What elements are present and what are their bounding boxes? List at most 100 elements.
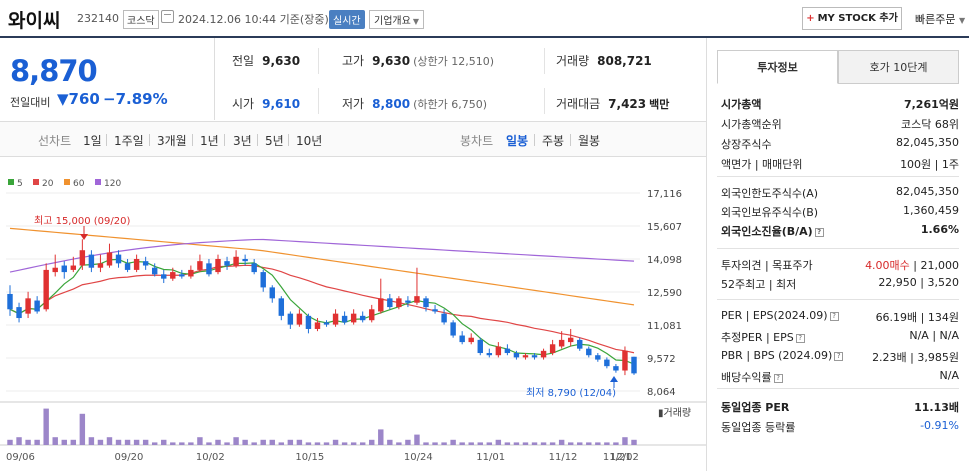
info-row: PBR | BPS (2024.09)? 2.23배 | 3,985원 <box>721 349 959 364</box>
volume-bar <box>7 439 13 445</box>
help-icon[interactable]: ? <box>829 311 839 321</box>
candle-body <box>233 256 239 266</box>
stat-value: 9,630 <box>262 54 301 68</box>
header: 와이씨 232140 코스닥 2024.12.06 10:44 기준(장중) 실… <box>0 0 969 36</box>
low-label: 최저 8,790 (12/04) <box>526 387 616 399</box>
volume-label: ▮거래량 <box>658 407 691 419</box>
candle-body <box>468 337 474 343</box>
volume-bar <box>477 442 483 445</box>
volume-bar <box>441 442 447 445</box>
tab-daily[interactable]: 일봉 <box>506 134 529 148</box>
candle-body <box>97 263 104 268</box>
info-value: 82,045,350 <box>896 185 959 198</box>
candle-body <box>631 356 637 374</box>
down-arrow-icon: ▼ <box>57 90 69 108</box>
tab-period[interactable]: 10년 <box>296 134 323 148</box>
candle-body <box>296 313 303 325</box>
volume-bar <box>423 442 429 445</box>
candle-body <box>16 307 22 319</box>
opinion-value: 4.00매수 <box>865 259 910 272</box>
stat-value: 9,610 <box>262 97 301 111</box>
stat-value: 9,630 <box>372 54 411 68</box>
stat-value: 8,800 <box>372 97 411 111</box>
tab-period[interactable]: 1일 <box>83 134 102 148</box>
add-my-stock-button[interactable]: + MY STOCK 추가 <box>802 7 902 30</box>
candle-body <box>595 355 601 360</box>
legend-swatch <box>64 179 70 185</box>
candle-body <box>341 315 348 323</box>
tab-monthly[interactable]: 월봉 <box>578 134 601 148</box>
current-price: 8,870 <box>10 54 98 88</box>
help-icon[interactable]: ? <box>773 373 783 383</box>
info-row: 상장주식수 82,045,350 <box>721 136 959 152</box>
candle-body <box>558 339 565 347</box>
tab-weekly[interactable]: 주봉 <box>542 134 565 148</box>
tab-order-book[interactable]: 호가 10단계 <box>838 50 959 84</box>
volume-bar <box>341 442 348 445</box>
candle-body <box>369 309 375 321</box>
divider <box>534 134 535 146</box>
legend-label: 120 <box>104 179 121 189</box>
candle-body <box>622 350 628 371</box>
candle-body <box>314 322 321 329</box>
high-arrow-head <box>80 234 88 240</box>
candle-body <box>477 339 483 354</box>
info-label: PBR | BPS (2024.09) <box>721 349 833 362</box>
info-row: 외국인소진율(B/A)? 1.66% <box>721 223 959 239</box>
volume-bar <box>269 439 275 445</box>
plus-icon: + <box>806 13 815 24</box>
info-label: PER | EPS(2024.09) <box>721 309 828 322</box>
divider <box>544 48 545 74</box>
caret-down-icon: ▼ <box>958 16 966 25</box>
realtime-badge[interactable]: 실시간 <box>329 10 365 29</box>
volume-bar <box>540 442 547 445</box>
divider <box>570 134 571 146</box>
tab-period[interactable]: 5년 <box>265 134 284 148</box>
y-tick-label: 17,116 <box>647 189 682 200</box>
volume-bar <box>43 408 49 445</box>
volume-bar <box>305 442 312 445</box>
help-icon[interactable]: ? <box>814 227 824 237</box>
candle-body <box>215 258 221 273</box>
calendar-icon <box>161 10 174 23</box>
volume-bar <box>567 442 574 445</box>
price-chart[interactable]: 5 20 60 120 17,116 15,607 14,098 12,590 11,081 9,… <box>0 158 706 471</box>
company-info-dropdown[interactable]: 기업개요 ▼ <box>369 10 424 29</box>
divider <box>106 134 107 146</box>
help-icon[interactable]: ? <box>834 351 844 361</box>
quick-order-button[interactable]: 빠른주문 ▼ <box>915 11 965 27</box>
help-icon[interactable]: ? <box>795 333 805 343</box>
stat-open: 시가 9,610 <box>232 95 300 112</box>
low-arrow-head <box>610 376 618 382</box>
info-row: 동일업종 등락률 -0.91% <box>721 419 959 435</box>
info-value: 11.13배 <box>914 401 959 414</box>
x-tick-label: 11/01 <box>476 452 505 463</box>
candle-body <box>387 298 393 308</box>
tab-investment-info[interactable]: 투자정보 <box>717 50 838 84</box>
info-label: 시가총액순위 <box>721 118 782 131</box>
tab-period[interactable]: 3개월 <box>157 134 187 148</box>
candle-body <box>79 250 86 266</box>
quick-order-label: 빠른주문 <box>915 13 956 26</box>
stat-prev-close: 전일 9,630 <box>232 52 300 69</box>
volume-bar <box>459 442 465 445</box>
volume-bar <box>513 442 520 445</box>
legend-swatch <box>95 179 101 185</box>
candle-body <box>613 366 619 371</box>
divider <box>318 88 319 114</box>
volume-bar <box>287 439 294 445</box>
info-label: 액면가 | 매매단위 <box>721 158 803 171</box>
tab-period[interactable]: 3년 <box>233 134 252 148</box>
volume-bar <box>142 439 149 445</box>
volume-bar <box>558 439 565 445</box>
candle-body <box>531 355 538 358</box>
x-tick-label: 11/21 <box>603 452 632 463</box>
volume-bar <box>278 442 285 445</box>
candle-body <box>133 258 140 270</box>
volume-bar <box>224 442 230 445</box>
tab-period[interactable]: 1년 <box>200 134 219 148</box>
candle-body <box>206 263 212 275</box>
y-tick-label: 11,081 <box>647 321 682 332</box>
ma20-line <box>9 264 635 354</box>
tab-period[interactable]: 1주일 <box>114 134 144 148</box>
